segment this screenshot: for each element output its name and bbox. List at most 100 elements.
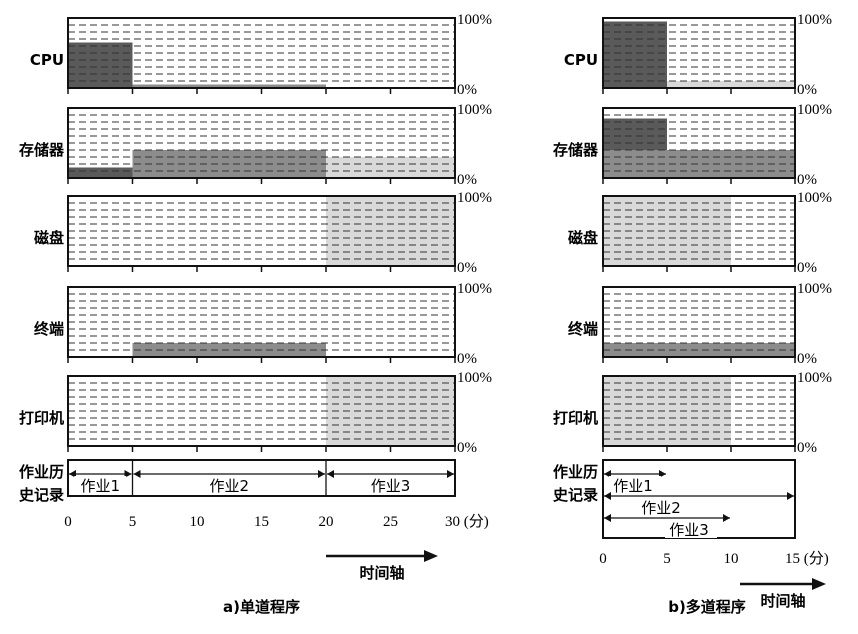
job-arrow-left: [133, 470, 141, 478]
job-label: 作业3: [371, 477, 411, 495]
row-mem: 存储器 100% 0%: [19, 102, 492, 188]
pct-top-label: 100%: [797, 190, 832, 206]
time-axis-arrowhead: [424, 550, 438, 562]
job-label: 作业2: [209, 477, 249, 495]
usage-bar-term: [132, 343, 326, 357]
pct-top-label: 100%: [797, 281, 832, 297]
panel-multi: CPU100%0%存储器100%0%磁盘100%0%终端100%0%打印机100…: [553, 12, 832, 616]
row-term: 终端 100% 0%: [34, 281, 492, 367]
usage-bar-printer: [603, 376, 731, 446]
history-label-line2: 史记录: [553, 486, 598, 504]
row-label-disk: 磁盘: [34, 229, 64, 247]
job-arrow-right: [318, 470, 325, 478]
row-label-cpu: CPU: [30, 51, 64, 69]
job-label-bg: [74, 476, 127, 494]
tick-label: 0: [64, 514, 72, 530]
tick-label: 25: [383, 514, 398, 530]
job-label-bg: [637, 498, 689, 516]
pct-top-label: 100%: [457, 370, 492, 386]
row-label-printer: 打印机: [553, 409, 598, 427]
job-label-bg: [203, 476, 256, 494]
row-cpu: CPU 100% 0%: [30, 12, 492, 98]
job-label-bg: [364, 476, 417, 494]
pct-top-label: 100%: [797, 370, 832, 386]
job-label: 作业3: [669, 521, 709, 539]
job-arrow-left: [604, 492, 611, 500]
job-arrow-right: [787, 492, 794, 500]
usage-bar-cpu: [667, 81, 795, 88]
time-axis-label: 时间轴: [760, 592, 805, 610]
row-cpu: CPU 100% 0%: [564, 12, 832, 98]
pct-top-label: 100%: [797, 102, 832, 118]
panel-single: CPU100%0%存储器100%0%磁盘100%0%终端100%0%打印机100…: [19, 12, 492, 616]
job-arrow-left: [604, 514, 611, 522]
usage-bar-disk: [603, 196, 731, 266]
usage-bar-mem: [68, 167, 133, 178]
row-frame: [602, 17, 796, 89]
job-arrow-right: [447, 470, 454, 478]
tick-label: 15: [254, 514, 269, 530]
job-history: 作业历史记录作业1 作业2 作业3: [19, 459, 456, 504]
pct-top-label: 100%: [457, 12, 492, 28]
row-label-mem: 存储器: [553, 141, 599, 159]
history-label-line1: 作业历: [553, 463, 598, 481]
job-label: 作业1: [80, 477, 120, 495]
row-label-printer: 打印机: [19, 409, 64, 427]
tick-label: 30 (分): [445, 513, 489, 530]
usage-bar-cpu: [68, 42, 133, 88]
row-label-mem: 存储器: [19, 141, 65, 159]
row-printer: 打印机 100% 0%: [19, 370, 492, 456]
job-label-bg: [609, 476, 661, 494]
tick-label: 10: [190, 514, 205, 530]
history-label-line2: 史记录: [19, 486, 64, 504]
pct-bottom-label: 0%: [797, 440, 817, 456]
pct-bottom-label: 0%: [457, 172, 477, 188]
pct-bottom-label: 0%: [797, 172, 817, 188]
tick-label: 10: [724, 551, 739, 567]
job-label: 作业1: [613, 477, 653, 495]
row-printer: 打印机 100% 0%: [553, 370, 832, 456]
job-label: 作业2: [641, 499, 681, 517]
pct-bottom-label: 0%: [457, 351, 477, 367]
history-label-line1: 作业历: [19, 463, 64, 481]
tick-label: 15 (分): [785, 550, 829, 567]
row-label-cpu: CPU: [564, 51, 598, 69]
row-frame: [602, 375, 796, 447]
pct-bottom-label: 0%: [457, 82, 477, 98]
pct-bottom-label: 0%: [457, 440, 477, 456]
tick-label: 5: [129, 514, 137, 530]
time-axis-label: 时间轴: [359, 564, 404, 582]
tick-label: 20: [319, 514, 334, 530]
row-label-term: 终端: [34, 320, 64, 338]
row-disk: 磁盘 100% 0%: [34, 190, 492, 276]
usage-bar-term: [603, 343, 795, 357]
pct-top-label: 100%: [457, 190, 492, 206]
usage-bar-mem: [326, 157, 455, 178]
job-arrow-right: [723, 514, 730, 522]
row-disk: 磁盘 100% 0%: [568, 190, 832, 276]
tick-label: 5: [663, 551, 671, 567]
row-frame: [602, 195, 796, 267]
pct-top-label: 100%: [457, 102, 492, 118]
pct-bottom-label: 0%: [457, 260, 477, 276]
panel-caption: a)单道程序: [223, 598, 300, 616]
job-history: 作业历史记录作业1 作业2 作业3: [553, 459, 796, 539]
row-frame: [602, 286, 796, 358]
row-frame: [602, 107, 796, 179]
usage-bar-cpu: [132, 84, 326, 88]
job-label-bg: [665, 520, 717, 538]
row-term: 终端 100% 0%: [568, 281, 832, 367]
panel-caption: b)多道程序: [668, 598, 746, 616]
pct-bottom-label: 0%: [797, 351, 817, 367]
time-axis-arrowhead: [812, 578, 826, 590]
history-frame: [67, 459, 456, 497]
pct-bottom-label: 0%: [797, 82, 817, 98]
usage-bar-cpu: [603, 21, 667, 88]
pct-top-label: 100%: [457, 281, 492, 297]
row-label-disk: 磁盘: [568, 229, 598, 247]
tick-label: 0: [599, 551, 607, 567]
pct-top-label: 100%: [797, 12, 832, 28]
row-mem: 存储器 100% 0%: [553, 102, 832, 188]
row-label-term: 终端: [568, 320, 598, 338]
